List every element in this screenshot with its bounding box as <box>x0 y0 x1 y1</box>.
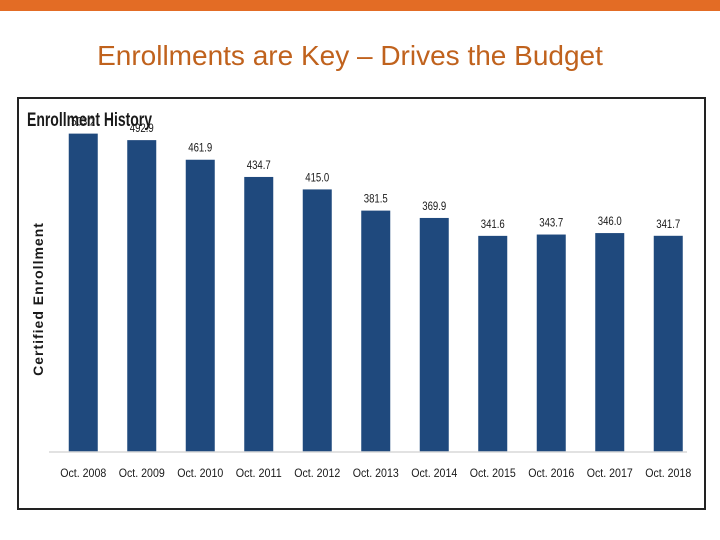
bar-value-label: 341.7 <box>656 217 680 231</box>
x-tick-label: Oct. 2009 <box>119 466 165 480</box>
bar-value-label: 415.0 <box>305 170 329 184</box>
x-tick-label: Oct. 2012 <box>294 466 340 480</box>
x-tick-label: Oct. 2014 <box>411 466 457 480</box>
bar-2012 <box>302 189 332 452</box>
chart-frame: Enrollment History Certified Enrollment … <box>17 97 706 510</box>
top-accent-bar <box>0 0 720 11</box>
bar-value-label: 369.9 <box>422 199 446 213</box>
x-tick-label: Oct. 2016 <box>528 466 574 480</box>
enrollment-bar-chart: Enrollment History Certified Enrollment … <box>27 110 692 480</box>
slide-title: Enrollments are Key – Drives the Budget <box>97 40 603 71</box>
x-tick-label: Oct. 2013 <box>353 466 399 480</box>
x-tick-label: Oct. 2017 <box>587 466 633 480</box>
bars: 503.2 492.9 461.9 434.7 415.0 381.5 369.9 341.6… <box>68 115 683 452</box>
bar-2018 <box>653 235 683 452</box>
x-tick-label: Oct. 2015 <box>470 466 516 480</box>
x-tick-label: Oct. 2010 <box>177 466 223 480</box>
y-axis-label: Certified Enrollment <box>30 222 46 376</box>
bar-2014 <box>419 217 449 452</box>
bar-2011 <box>244 176 274 452</box>
bar-value-label: 346.0 <box>598 214 622 228</box>
bar-value-label: 381.5 <box>364 192 388 206</box>
x-tick-label: Oct. 2018 <box>645 466 691 480</box>
bar-2008 <box>68 133 98 452</box>
x-tick-label: Oct. 2008 <box>60 466 106 480</box>
x-tick-label: Oct. 2011 <box>236 466 282 480</box>
bar-value-label: 461.9 <box>188 141 212 155</box>
bar-value-label: 503.2 <box>71 115 95 129</box>
bar-value-label: 434.7 <box>247 158 271 172</box>
x-tick-labels: Oct. 2008 Oct. 2009 Oct. 2010 Oct. 2011 Oct.… <box>60 466 691 480</box>
bar-value-label: 341.6 <box>481 217 505 231</box>
bar-2010 <box>185 159 215 452</box>
bar-value-label: 343.7 <box>539 216 563 230</box>
bar-2009 <box>127 140 157 452</box>
bar-value-label: 492.9 <box>130 121 154 135</box>
chart-title: Enrollment History <box>27 110 152 131</box>
bar-2013 <box>361 210 391 452</box>
bar-2016 <box>536 234 566 452</box>
bar-2015 <box>478 235 508 452</box>
bar-2017 <box>595 233 625 452</box>
